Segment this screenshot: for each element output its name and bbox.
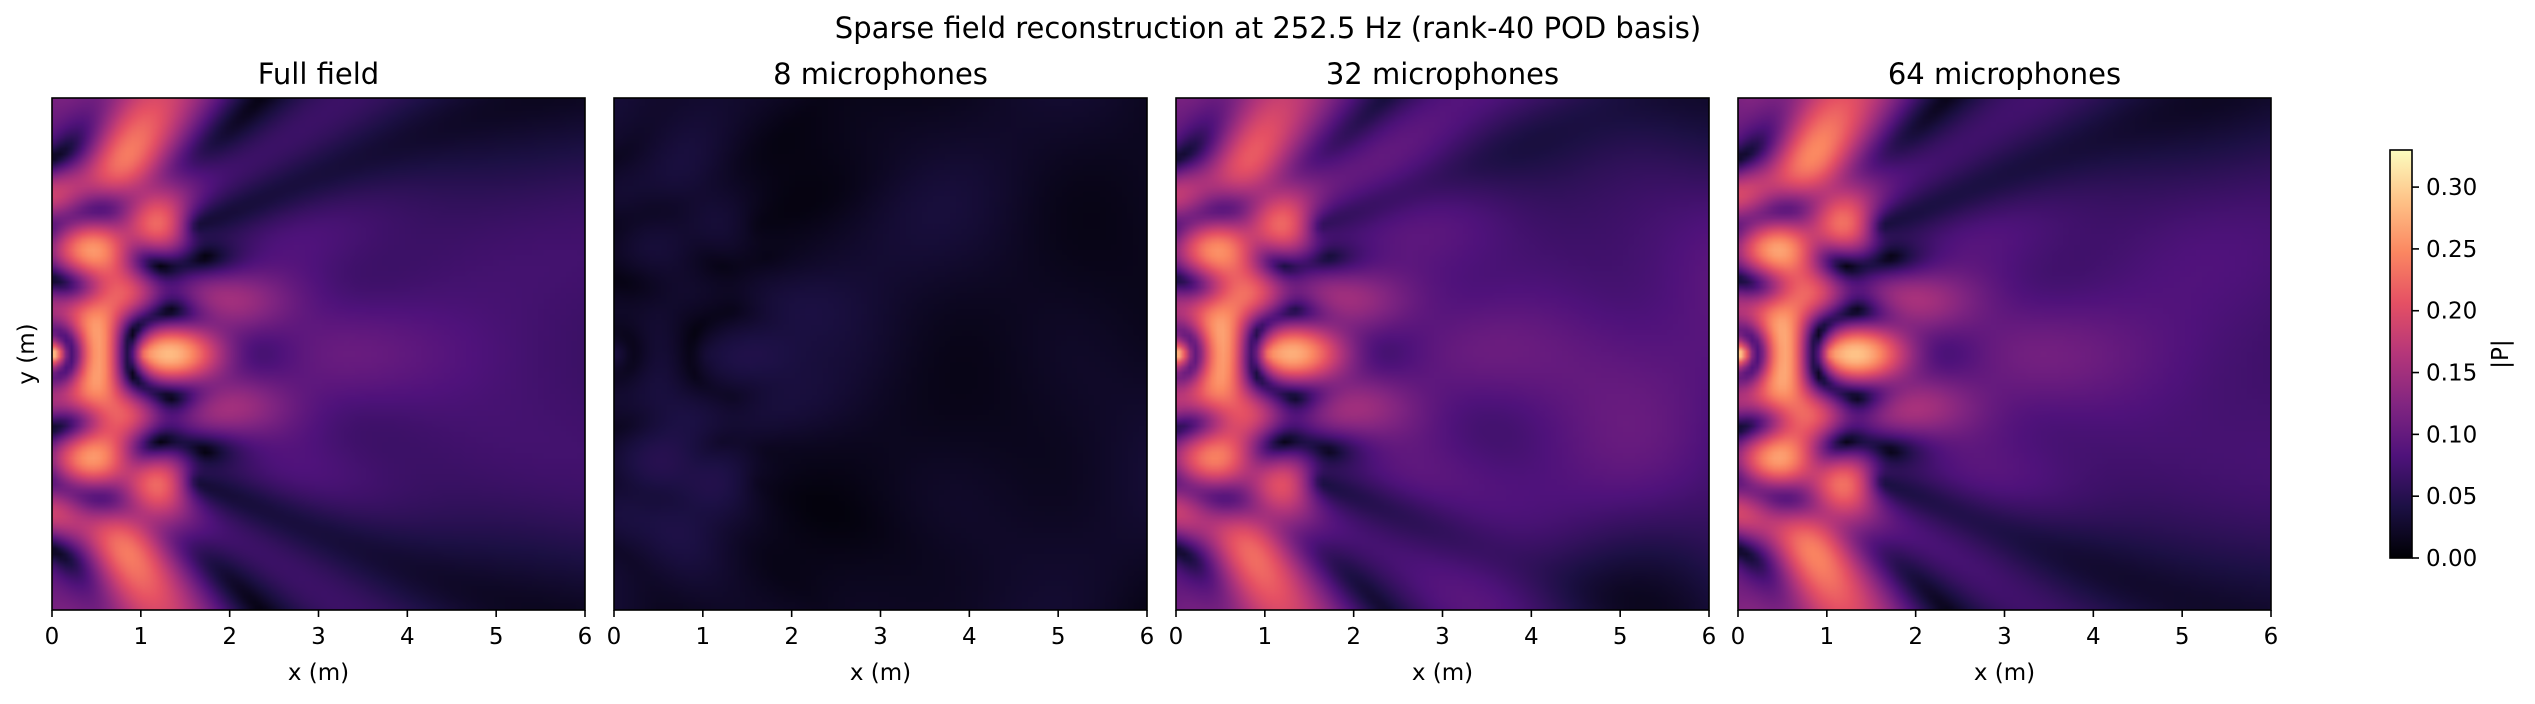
panel-title: Full field [258,57,379,91]
x-tick-label: 6 [1140,624,1155,650]
panel-title: 32 microphones [1326,57,1559,91]
x-axis-label: x (m) [288,660,349,686]
colorbar-tick-label: 0.10 [2426,422,2477,448]
x-tick-label: 5 [2175,624,2190,650]
x-tick-label: 6 [578,624,593,650]
x-axis-label: x (m) [1412,660,1473,686]
colorbar-tick-label: 0.15 [2426,361,2477,387]
x-axis-label: x (m) [1974,660,2035,686]
x-tick-label: 4 [1524,624,1539,650]
y-axis-label: y (m) [14,323,40,384]
x-tick-label: 3 [873,624,888,650]
x-tick-label: 2 [1346,624,1361,650]
colorbar-gradient [2390,150,2412,558]
x-tick-label: 0 [607,624,622,650]
x-tick-label: 4 [962,624,977,650]
x-tick-label: 1 [1258,624,1273,650]
figure-title: Sparse field reconstruction at 252.5 Hz … [835,11,1701,45]
x-tick-label: 0 [1169,624,1184,650]
panel-title: 64 microphones [1888,57,2121,91]
x-tick-label: 3 [311,624,326,650]
colorbar-tick-label: 0.05 [2426,484,2477,510]
x-tick-label: 6 [2264,624,2279,650]
x-tick-label: 1 [1820,624,1835,650]
x-tick-label: 4 [2086,624,2101,650]
heatmap-image [1738,98,2271,610]
colorbar-frame [2389,149,2413,559]
x-tick-label: 0 [45,624,60,650]
colorbar-tick-label: 0.20 [2426,299,2477,325]
panel-2: 8 microphones 0 1 2 3 4 5 6 x (m) [607,57,1155,686]
panel-3: 32 microphones 0 1 2 3 4 5 6 x (m) [1169,57,1717,686]
colorbar-tick-label: 0.00 [2426,546,2477,572]
heatmap-image [614,98,1147,610]
colorbar-label: |P| [2488,339,2514,368]
x-tick-label: 5 [1051,624,1066,650]
x-axis-label: x (m) [850,660,911,686]
x-tick-label: 5 [489,624,504,650]
panels: Full field 0 1 2 3 4 5 6 x (m) y (m) 8 microphones… [14,57,2278,686]
colorbar-tick-label: 0.25 [2426,237,2477,263]
x-tick-label: 1 [696,624,711,650]
panel-title: 8 microphones [773,57,988,91]
x-tick-label: 2 [1908,624,1923,650]
panel-1: Full field 0 1 2 3 4 5 6 x (m) y (m) [14,57,592,686]
x-tick-label: 4 [400,624,415,650]
panel-4: 64 microphones 0 1 2 3 4 5 6 x (m) [1731,57,2279,686]
heatmap-image [52,98,585,610]
colorbar: 0.00 0.05 0.10 0.15 0.20 0.25 0.30 |P| [2389,149,2514,572]
x-tick-label: 1 [134,624,149,650]
x-tick-label: 2 [222,624,237,650]
x-tick-label: 3 [1435,624,1450,650]
x-tick-label: 5 [1613,624,1628,650]
x-tick-label: 6 [1702,624,1717,650]
colorbar-tick-label: 0.30 [2426,175,2477,201]
x-tick-label: 3 [1997,624,2012,650]
x-tick-label: 0 [1731,624,1746,650]
x-tick-label: 2 [784,624,799,650]
heatmap-image [1176,98,1709,610]
